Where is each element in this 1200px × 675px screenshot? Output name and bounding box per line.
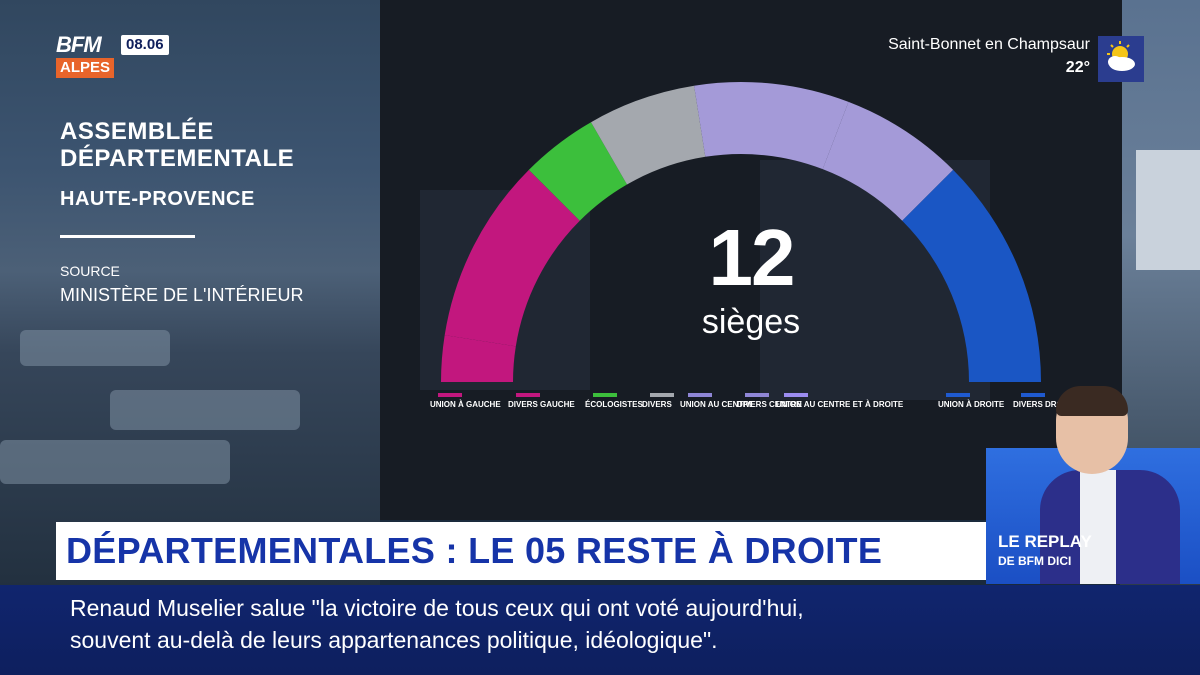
panel-subtitle: HAUTE-PROVENCE (60, 188, 255, 210)
news-ticker: Renaud Muselier salue "la victoire de to… (0, 585, 1200, 675)
legend-label: UNION À DROITE (938, 400, 1005, 409)
seat-arc-5 (694, 82, 849, 170)
weather-temperature: 22° (1065, 59, 1090, 76)
legend-swatch (688, 393, 712, 397)
presenter-hair (1056, 386, 1128, 416)
seat-arc-2 (444, 169, 580, 347)
chart-legend: UNION À GAUCHE DIVERS GAUCHE ÉCOLOGISTES DI… (430, 393, 1076, 409)
logo-bfm: BFM (56, 32, 102, 57)
legend-swatch (1021, 393, 1045, 397)
panel-title-line1: ASSEMBLÉE (60, 118, 214, 145)
legend-swatch (745, 393, 769, 397)
replay-subtitle: DE BFM DICI (998, 554, 1072, 568)
boat-shape (110, 390, 300, 430)
seat-arc-8 (902, 169, 1041, 382)
clock: 08.06 (121, 35, 169, 55)
ticker-line-1: Renaud Muselier salue "la victoire de to… (70, 595, 804, 621)
legend-label: DIVERS GAUCHE (508, 400, 575, 409)
legend-swatch (593, 393, 617, 397)
legend-label: UNION AU CENTRE ET À DROITE (776, 400, 904, 409)
seat-arcs (441, 82, 1041, 382)
ticker-line-2: souvent au-delà de leurs appartenances p… (70, 627, 718, 653)
legend-swatch (784, 393, 808, 397)
house-shape (1136, 150, 1200, 270)
replay-title: LE REPLAY (998, 532, 1092, 551)
seat-arc-3 (528, 122, 627, 221)
legend-swatch (438, 393, 462, 397)
legend-swatch (946, 393, 970, 397)
channel-logo: BFM ALPES (56, 32, 115, 78)
source-label: SOURCE (60, 263, 120, 279)
legend-swatch (650, 393, 674, 397)
boat-shape (0, 440, 230, 484)
legend-swatch (516, 393, 540, 397)
headline-bar (56, 522, 986, 580)
seat-count: 12 (708, 213, 796, 302)
legend-label: UNION AU CENTRE (680, 400, 755, 409)
sun-cloud-icon (1098, 36, 1144, 82)
seat-chart: UNION À GAUCHE DIVERS GAUCHE ÉCOLOGISTES DI… (430, 82, 1076, 409)
divider (60, 235, 195, 238)
harbor-background (0, 0, 380, 590)
presenter-shirt (1080, 470, 1116, 584)
seat-arc-1 (441, 335, 516, 382)
source-value: MINISTÈRE DE L'INTÉRIEUR (60, 285, 304, 305)
seat-label: sièges (701, 303, 801, 341)
legend-label: DIVERS (642, 400, 672, 409)
seat-arc-4 (591, 85, 706, 185)
seat-total: 12 sièges (380, 213, 1122, 341)
headline: DÉPARTEMENTALES : LE 05 RESTE À DROITE (66, 530, 883, 571)
panel-title: ASSEMBLÉE DÉPARTEMENTALE (60, 118, 294, 172)
legend-label: ÉCOLOGISTES (585, 400, 643, 409)
legend-label: DIVERS CENTRE (737, 400, 803, 409)
legend-label: UNION À GAUCHE (430, 400, 501, 409)
boat-shape (20, 330, 170, 366)
logo-alpes: ALPES (56, 58, 115, 78)
panel-title-line2: DÉPARTEMENTALE (60, 145, 295, 172)
legend-label: DIVERS DROITE (1013, 400, 1076, 409)
seat-arc-6 (822, 101, 954, 221)
weather-city: Saint-Bonnet en Champsaur (888, 36, 1090, 53)
